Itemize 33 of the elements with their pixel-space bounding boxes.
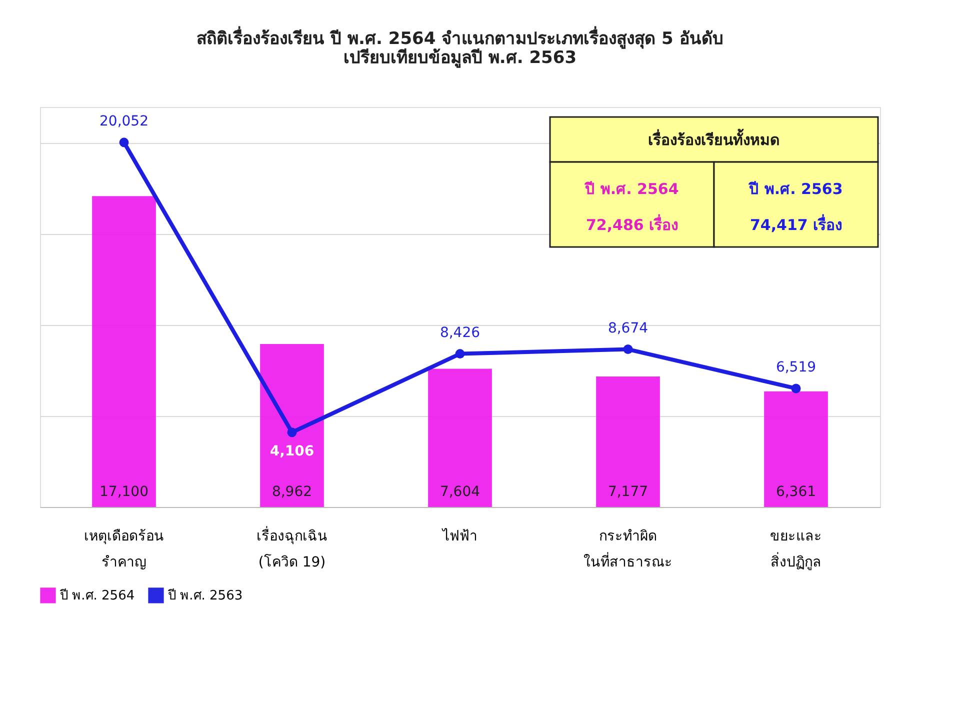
x-tick-label: ขยะและ สิ่งปฏิกูล [770, 528, 822, 570]
point [287, 428, 297, 438]
data-label: 4,106 [270, 443, 314, 460]
legend-label: ปี พ.ศ. 2564 [59, 587, 135, 604]
annotation: เรื่องร้องเรียนทั้งหมด [648, 128, 780, 149]
bar [260, 344, 324, 507]
bar [596, 376, 660, 507]
bar [764, 391, 828, 507]
data-label: 6,361 [776, 484, 816, 500]
point [791, 384, 801, 394]
x-tick-label: ไฟฟ้า [442, 528, 478, 544]
data-label: 7,604 [440, 484, 480, 500]
bar [428, 368, 492, 507]
point [623, 344, 633, 354]
data-label: 20,052 [100, 113, 148, 130]
data-label: 8,674 [608, 320, 648, 336]
data-label: 8,426 [440, 324, 480, 341]
annotation: ปี พ.ศ. 2564 [584, 180, 679, 198]
annotation: 72,486 เรื่อง [586, 214, 678, 234]
data-label: 17,100 [100, 484, 148, 500]
legend-label: ปี พ.ศ. 2563 [167, 587, 243, 604]
x-tick-label: เรื่องฉุกเฉิน (โควิด 19) [256, 526, 328, 570]
bar [92, 196, 156, 507]
annotation: ปี พ.ศ. 2563 [748, 180, 843, 198]
annotation: 74,417 เรื่อง [750, 214, 842, 234]
x-tick-label: กระทำผิด ในที่สาธารณะ [584, 528, 672, 570]
data-label: 7,177 [608, 484, 648, 500]
data-label: 8,962 [272, 484, 312, 500]
x-tick-label: เหตุเดือดร้อน รำคาญ [84, 528, 164, 570]
text: เปรียบเทียบข้อมูลปี พ.ศ. 2563 [343, 48, 577, 68]
point [119, 138, 129, 148]
data-label: 6,519 [776, 359, 816, 376]
point [455, 349, 465, 359]
